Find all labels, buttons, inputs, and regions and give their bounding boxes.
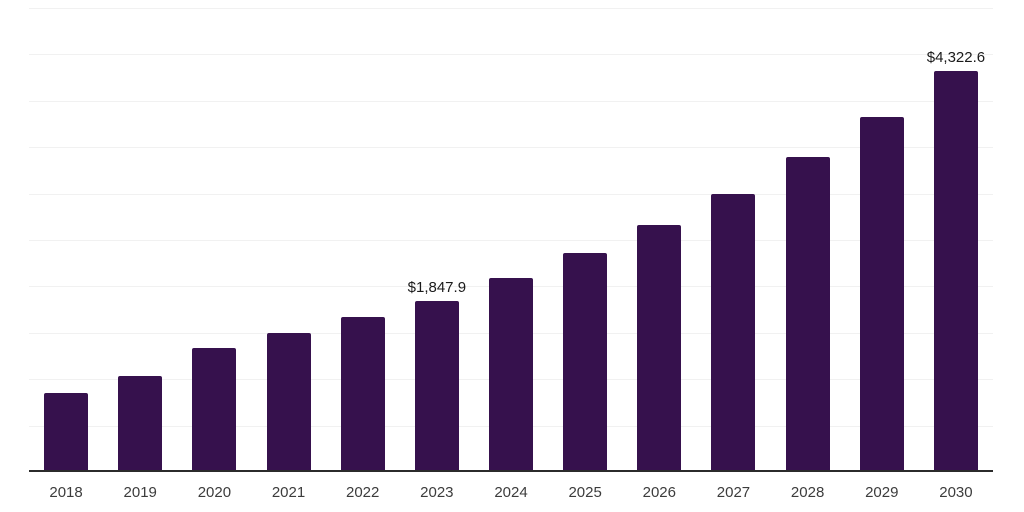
plot-area: $1,847.9 $4,322.6 [29,8,993,472]
x-axis-tick-label-2030: 2030 [939,484,973,501]
x-axis-tick-label-2027: 2027 [716,484,751,501]
x-axis-tick-label-2019: 2019 [123,484,157,501]
gridline [29,8,993,9]
bar-2019 [118,376,163,472]
x-axis-tick-label-2024: 2024 [494,484,528,501]
x-axis-tick-label-2029: 2029 [865,484,899,501]
x-axis-labels: 2018 2019 2020 2021 2022 2023 2024 2025 2026 2027… [29,485,993,505]
x-axis-tick-label-2020: 2020 [197,484,232,501]
bar-2020 [192,347,237,472]
bar-2029 [859,116,904,472]
x-axis-line [29,470,993,472]
bar-2018 [44,393,89,472]
bar-value-label-2023: $1,847.9 [407,278,467,296]
bar-2023 [414,300,459,472]
bar-2030 [933,70,978,472]
gridline [29,100,993,102]
x-axis-tick-label-2026: 2026 [642,484,676,501]
bar-2025 [563,253,608,472]
bar-2022 [340,316,385,472]
x-axis-tick-label-2021: 2021 [271,484,306,501]
x-axis-tick-label-2025: 2025 [568,484,602,501]
x-axis-tick-label-2023: 2023 [420,484,454,501]
bar-2024 [489,278,533,472]
gridline [29,147,993,149]
bar-2027 [711,193,756,472]
bar-2021 [266,333,311,472]
bar-2026 [637,225,682,472]
gridline [29,193,993,195]
bar-2028 [785,157,830,472]
x-axis-tick-label-2022: 2022 [346,484,380,501]
gridline [29,54,993,56]
gridline [29,240,993,241]
x-axis-tick-label-2018: 2018 [49,484,83,501]
x-axis-tick-label-2028: 2028 [790,484,825,501]
bar-value-label-2030: $4,322.6 [926,48,986,66]
